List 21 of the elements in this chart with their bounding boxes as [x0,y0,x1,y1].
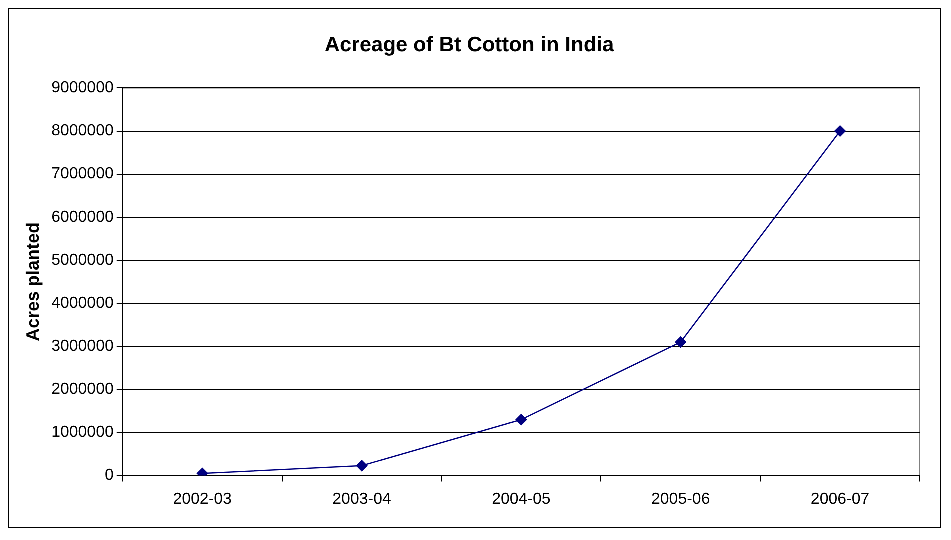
y-tick-label: 2000000 [52,381,114,398]
x-tick-label: 2003-04 [332,490,392,508]
point [516,414,528,426]
y-tick-label: 4000000 [52,294,114,312]
x-tick-label: 2006-07 [810,490,870,508]
point [675,336,687,348]
y-tick-label: 3000000 [52,338,114,356]
y-tick-label: 9000000 [52,80,114,97]
x-tick-label: 2005-06 [652,490,710,508]
y-tick-label: 8000000 [52,122,114,140]
y-tick-label: 0 [104,467,114,484]
y-tick-label: 5000000 [52,252,114,269]
point [356,460,368,472]
chart-title: Acreage of Bt Cotton in India [324,33,614,56]
x-tick-label: 2002-03 [173,490,232,508]
x-tick-label: 2004-05 [492,490,551,508]
y-axis-title: Acres planted [22,222,43,342]
y-tick-label: 7000000 [52,166,114,183]
y-tick-label: 6000000 [52,208,114,226]
point [834,126,846,137]
y-tick-label: 1000000 [52,424,114,442]
